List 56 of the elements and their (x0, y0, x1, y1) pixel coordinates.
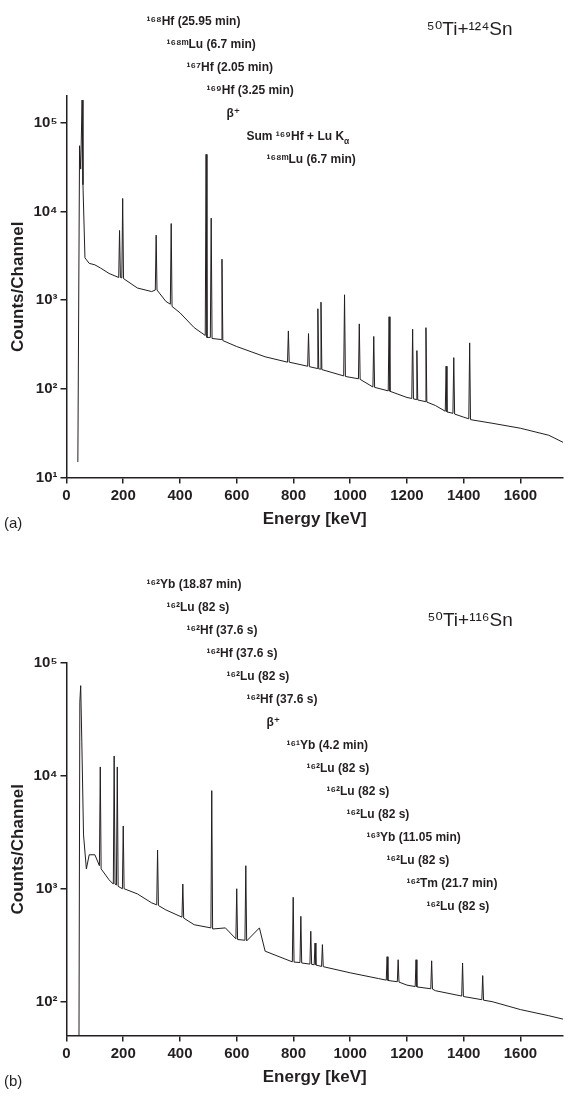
x-tick-label: 1000 (333, 1043, 367, 1061)
annotation: ¹⁶²Tm (21.7 min) (406, 876, 498, 891)
x-tick-label: 0 (62, 1043, 71, 1061)
x-tick-label: 400 (167, 485, 193, 503)
annotation: ¹⁶²Lu (82 s) (346, 807, 410, 822)
x-tick-label: 1600 (503, 485, 538, 503)
y-tick-label: 10⁵ (33, 112, 58, 130)
annotation: ¹⁶¹Yb (4.2 min) (286, 738, 369, 753)
y-tick-label: 10¹ (35, 467, 58, 485)
x-tick-label: 400 (167, 1043, 193, 1061)
text: ¹⁶⁷Hf (2.05 min) (186, 60, 273, 75)
annotation: ¹⁶²Lu (82 s) (426, 899, 490, 914)
x-axis-title: Energy [keV] (262, 1067, 367, 1087)
text: ¹⁶²Yb (18.87 min) (146, 577, 242, 592)
x-tick-label: 1400 (447, 485, 481, 503)
annotation: ¹⁶⁹Hf (3.25 min) (206, 83, 294, 98)
y-tick-label: 10² (35, 379, 58, 397)
y-axis-title: Counts/Channel (7, 784, 27, 915)
annotation: ¹⁶²Lu (82 s) (226, 669, 290, 684)
y-tick-label: 10³ (35, 290, 58, 308)
y-tick-label: 10⁴ (33, 766, 58, 784)
chart-title: ⁵⁰Ti+¹¹⁶Sn (427, 609, 513, 631)
chart-title: ⁵⁰Ti+¹²⁴Sn (426, 18, 513, 40)
text: ¹⁶⁸Hf (25.95 min) (146, 14, 241, 29)
text: (a) (4, 514, 23, 532)
x-axis-title: Energy [keV] (262, 509, 367, 529)
x-tick-label: 1400 (447, 1043, 481, 1061)
text: ¹⁶²Lu (82 s) (166, 600, 230, 615)
annotation: ¹⁶⁸ᵐLu (6.7 min) (266, 152, 356, 167)
x-tick-label: 1000 (333, 485, 367, 503)
x-tick-label: 1200 (390, 1043, 424, 1061)
y-tick-label: 10⁵ (33, 653, 58, 671)
annotation: ¹⁶²Hf (37.6 s) (246, 692, 318, 707)
text: (b) (4, 1072, 23, 1090)
annotation: ¹⁶²Lu (82 s) (306, 761, 370, 776)
text: ¹⁶²Hf (37.6 s) (206, 646, 278, 661)
annotation: ¹⁶³Yb (11.05 min) (366, 830, 461, 845)
text: ¹⁶²Hf (37.6 s) (186, 623, 258, 638)
x-tick-label: 1200 (390, 485, 424, 503)
y-tick-label: 10² (35, 991, 58, 1009)
annotation: β⁺ (266, 715, 281, 730)
x-tick-label: 1600 (503, 1043, 538, 1061)
text: ¹⁶⁸ᵐLu (6.7 min) (166, 37, 256, 52)
annotation: β⁺ (226, 106, 241, 121)
y-tick-label: 10⁴ (33, 201, 58, 219)
annotation: ¹⁶²Lu (82 s) (386, 853, 450, 868)
y-tick-label: 10³ (35, 878, 58, 896)
x-tick-label: 200 (110, 1043, 136, 1061)
x-tick-label: 200 (110, 485, 136, 503)
x-tick-label: 800 (280, 485, 306, 503)
x-tick-label: 0 (62, 485, 71, 503)
x-tick-label: 600 (224, 1043, 250, 1061)
annotation: ¹⁶²Lu (82 s) (326, 784, 390, 799)
x-tick-label: 800 (280, 1043, 306, 1061)
x-tick-label: 600 (224, 485, 250, 503)
y-axis-title: Counts/Channel (7, 221, 27, 352)
